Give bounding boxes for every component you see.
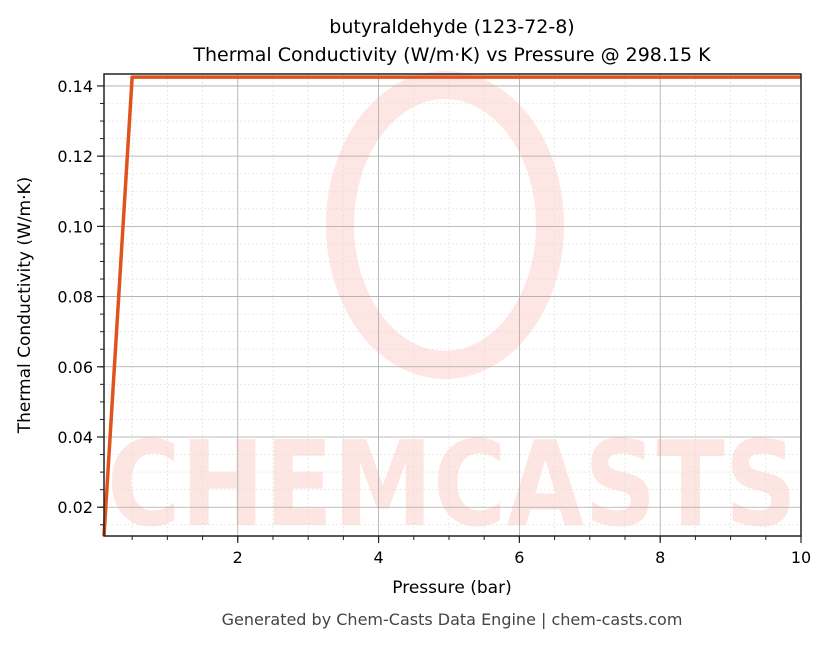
- x-tick-label: 4: [373, 548, 383, 567]
- y-tick-label: 0.14: [57, 77, 93, 96]
- y-tick-label: 0.10: [57, 217, 93, 236]
- y-tick-label: 0.06: [57, 358, 93, 377]
- chart-subtitle: Thermal Conductivity (W/m·K) vs Pressure…: [192, 44, 711, 66]
- ticks: 2 4 6 8 10 0.02 0.04 0.06 0.08 0.10 0.12 0.14: [57, 77, 811, 567]
- chart-title: butyraldehyde (123-72-8): [329, 16, 574, 38]
- x-tick-label: 8: [655, 548, 665, 567]
- series-layer: [102, 75, 801, 537]
- x-tick-label: 10: [791, 548, 811, 567]
- x-axis-label: Pressure (bar): [392, 578, 511, 598]
- series-line: [102, 75, 801, 537]
- footer-credit: Generated by Chem-Casts Data Engine | ch…: [222, 610, 683, 629]
- watermark-text: CHEMCASTS: [107, 415, 797, 553]
- grid: [104, 74, 802, 536]
- watermark-logo: CHEMCASTS: [107, 71, 797, 553]
- plot-frame: [103, 73, 802, 537]
- watermark-ring: [326, 71, 564, 379]
- x-tick-label: 2: [233, 548, 243, 567]
- y-tick-label: 0.12: [57, 147, 93, 166]
- y-axis-label: Thermal Conductivity (W/m·K): [15, 177, 35, 435]
- x-tick-label: 6: [514, 548, 524, 567]
- y-tick-label: 0.08: [57, 288, 93, 307]
- y-tick-label: 0.02: [57, 498, 93, 517]
- y-tick-label: 0.04: [57, 428, 93, 447]
